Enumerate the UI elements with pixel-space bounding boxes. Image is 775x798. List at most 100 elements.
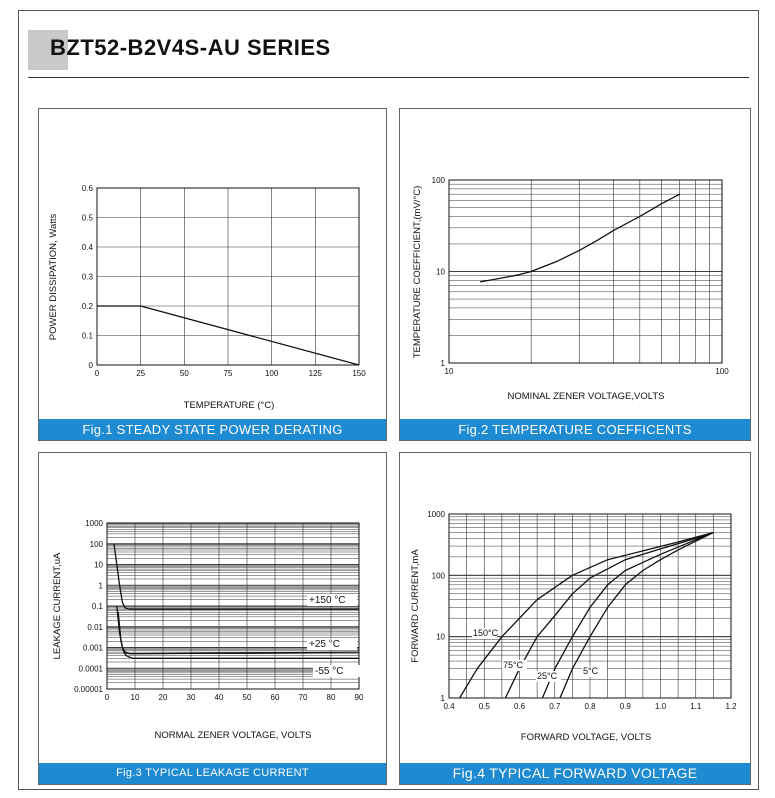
fig2-caption: Fig.2 TEMPERATURE COEFFICENTS <box>400 419 750 440</box>
x-tick-label: 0.9 <box>620 702 632 711</box>
x-tick-label: 10 <box>445 367 454 376</box>
y-tick-label: 0.1 <box>82 332 94 341</box>
series-line-0 <box>479 193 681 283</box>
x-tick-label: 1.0 <box>655 702 667 711</box>
x-tick-label: 0 <box>105 693 110 702</box>
page-title: BZT52-B2V4S-AU SERIES <box>50 35 331 60</box>
series-label: +25 °C <box>309 639 340 650</box>
y-tick-label: 10 <box>436 633 445 642</box>
fig1-panel: 0 25 50 75 100 125 150 0 0.1 0.2 0.3 0.4 0.5 0.6 TEMPE… <box>38 108 387 441</box>
x-tick-label: 60 <box>271 693 280 702</box>
y-tick-label: 0.4 <box>82 243 94 252</box>
fig3-caption: Fig.3 TYPICAL LEAKAGE CURRENT <box>39 763 386 784</box>
x-tick-label: 1.1 <box>690 702 702 711</box>
series-label: 5°C <box>583 666 599 676</box>
series-label-bg <box>536 671 561 682</box>
y-tick-label: 0.5 <box>82 214 94 223</box>
x-tick-label: 0.5 <box>479 702 491 711</box>
y-tick-label: 0.2 <box>82 302 94 311</box>
fig1-chart: 0 25 50 75 100 125 150 0 0.1 0.2 0.3 0.4 0.5 0.6 TEMPE… <box>48 184 366 411</box>
series-label-bg <box>472 628 497 639</box>
y-tick-label: 0.01 <box>87 623 103 632</box>
fig4-caption: Fig.4 TYPICAL FORWARD VOLTAGE <box>400 763 750 784</box>
series-label: +150 °C <box>309 595 346 606</box>
y-tick-label: 1 <box>441 359 446 368</box>
x-tick-label: 90 <box>355 693 364 702</box>
x-tick-label: 0.8 <box>584 702 596 711</box>
series-label-bg <box>502 660 527 671</box>
series-label-bg <box>307 594 357 606</box>
series-line-0 <box>97 305 360 366</box>
y-tick-label: 1 <box>441 694 446 703</box>
y-tick-label: 1000 <box>427 510 445 519</box>
series-label-bg <box>307 638 357 650</box>
series-line-25-c <box>541 531 714 699</box>
x-tick-label: 10 <box>131 693 140 702</box>
fig4-panel: 0.4 0.5 0.6 0.7 0.8 0.9 1.0 1.1 1.2 1 10 100 1000 FOR… <box>399 452 751 785</box>
title-divider <box>28 77 749 78</box>
x-tick-label: 100 <box>715 367 729 376</box>
page-frame <box>18 10 759 790</box>
fig2-panel: 10 100 1 10 100 NOMINAL ZENER VOLTAGE,VOLTS TE… <box>399 108 751 441</box>
plot-frame <box>448 513 732 699</box>
title-tab-decoration <box>28 30 68 70</box>
series-label: 25°C <box>537 671 558 681</box>
x-tick-label: 30 <box>187 693 196 702</box>
y-axis-label: LEAKAGE CURRENT,uA <box>52 552 63 659</box>
series-line-5-c <box>559 531 714 699</box>
y-tick-label: 0.00001 <box>74 685 103 694</box>
x-tick-label: 20 <box>159 693 168 702</box>
series-line-55-c <box>117 612 359 659</box>
x-tick-label: 0.6 <box>514 702 526 711</box>
y-axis-label: FORWARD CURRENT,mA <box>410 549 421 663</box>
y-tick-label: 10 <box>436 268 445 277</box>
plot-frame <box>448 179 723 364</box>
fig3-panel: 0 10 20 30 40 50 60 70 80 90 0.00001 0.0001 0.001 0.0… <box>38 452 387 785</box>
y-tick-label: 0.0001 <box>79 664 104 673</box>
series-label: 150°C <box>473 628 499 638</box>
x-axis-label: TEMPERATURE (°C) <box>184 400 275 411</box>
x-axis-label: FORWARD VOLTAGE, VOLTS <box>521 732 651 743</box>
y-tick-label: 0.6 <box>82 184 94 193</box>
x-tick-label: 40 <box>215 693 224 702</box>
x-tick-label: 1.2 <box>725 702 737 711</box>
y-axis-label: TEMPERATURE COEFFICIENT,(mV/°C) <box>412 186 423 359</box>
y-tick-label: 100 <box>432 176 446 185</box>
y-tick-label: 1000 <box>85 519 103 528</box>
series-label: 75°C <box>503 660 524 670</box>
fig1-caption: Fig.1 STEADY STATE POWER DERATING <box>39 419 386 440</box>
x-axis-label: NOMINAL ZENER VOLTAGE,VOLTS <box>508 391 665 402</box>
x-tick-label: 125 <box>309 369 323 378</box>
y-tick-label: 0.3 <box>82 273 94 282</box>
y-tick-label: 10 <box>94 561 103 570</box>
fig4-chart: 0.4 0.5 0.6 0.7 0.8 0.9 1.0 1.1 1.2 1 10 100 1000 FOR… <box>410 510 737 743</box>
x-tick-label: 25 <box>136 369 145 378</box>
series-line-150-c <box>113 543 359 610</box>
series-label: -55 °C <box>315 666 343 677</box>
x-tick-label: 100 <box>265 369 279 378</box>
plot-frame <box>96 187 360 366</box>
fig3-chart: 0 10 20 30 40 50 60 70 80 90 0.00001 0.0001 0.001 0.0… <box>52 519 364 741</box>
y-tick-label: 100 <box>90 540 104 549</box>
series-label-bg <box>582 666 607 677</box>
x-axis-label: NORMAL ZENER VOLTAGE, VOLTS <box>155 730 312 741</box>
x-tick-label: 0.7 <box>549 702 561 711</box>
series-line-150-c <box>459 531 714 699</box>
x-tick-label: 70 <box>299 693 308 702</box>
x-tick-label: 80 <box>327 693 336 702</box>
plot-frame <box>106 522 360 690</box>
x-tick-label: 50 <box>243 693 252 702</box>
y-tick-label: 0.001 <box>83 644 104 653</box>
x-tick-label: 50 <box>180 369 189 378</box>
x-tick-label: 150 <box>352 369 366 378</box>
y-tick-label: 0.1 <box>92 602 104 611</box>
series-line-75-c <box>504 531 714 699</box>
x-tick-label: 0.4 <box>443 702 455 711</box>
y-tick-label: 100 <box>432 571 446 580</box>
y-tick-label: 0 <box>89 361 94 370</box>
series-label-bg <box>313 665 363 677</box>
y-tick-label: 1 <box>99 581 104 590</box>
x-tick-label: 0 <box>95 369 100 378</box>
x-tick-label: 75 <box>224 369 233 378</box>
